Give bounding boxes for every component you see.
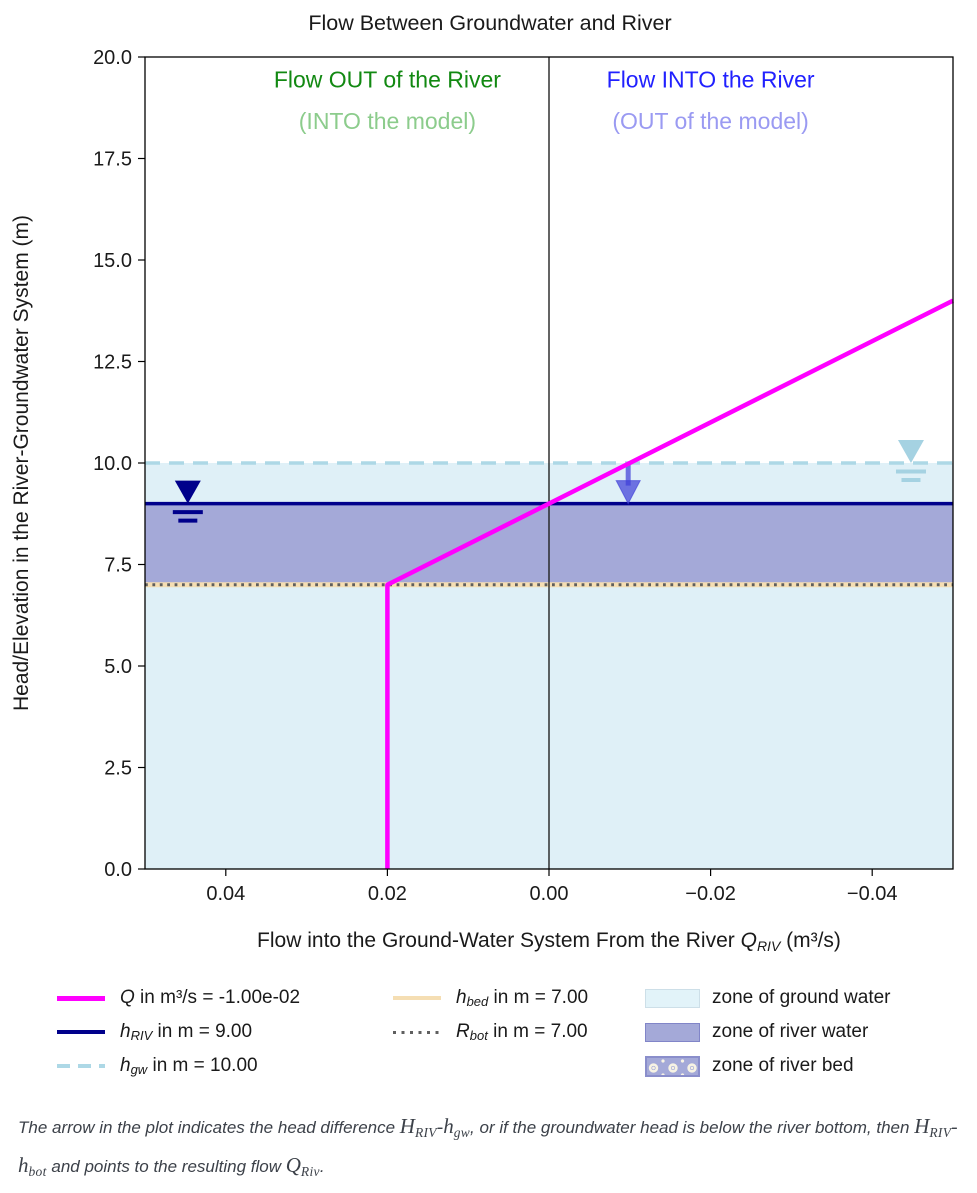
y-tick-label: 15.0: [93, 250, 132, 272]
caption-math: gw: [453, 1125, 471, 1140]
legend-item-hbed: hbed in m = 7.00: [393, 981, 588, 1015]
caption-math: Riv: [300, 1164, 320, 1179]
y-tick-label: 2.5: [104, 758, 132, 780]
caption-math: RIV: [414, 1125, 437, 1140]
y-tick-label: 17.5: [93, 149, 132, 171]
legend-var: h: [120, 1055, 131, 1076]
legend-label-hgw: hgw in m = 10.00: [120, 1055, 258, 1077]
head-difference-arrow-head: [615, 480, 642, 505]
q-in-m-s-1-00e-02-series: [385, 298, 955, 869]
x-tick-label: 0.02: [368, 883, 407, 905]
legend-sub: RIV: [130, 1028, 153, 1043]
legend-rest: in m = 7.00: [488, 987, 589, 1008]
legend-item-hgw: hgw in m = 10.00: [57, 1049, 300, 1083]
y-tick-label: 10.0: [93, 453, 132, 475]
legend-rest: in m = 10.00: [147, 1055, 258, 1076]
groundwater-head-marker-triangle: [897, 440, 924, 463]
legend-column-bed: hbed in m = 7.00 Rbot in m = 7.00: [393, 981, 588, 1049]
caption-text: , or if the groundwater head is below th…: [470, 1118, 915, 1137]
legend-item-zone-riverwater: zone of river water: [645, 1015, 891, 1049]
annotation-flow-out-of-the-river: Flow OUT of the River: [274, 66, 501, 92]
zone-groundwater-swatch: [645, 988, 700, 1008]
legend-item-rbot: Rbot in m = 7.00: [393, 1015, 588, 1049]
legend-item-zone-groundwater: zone of ground water: [645, 981, 891, 1015]
legend-label-zone-groundwater: zone of ground water: [712, 987, 891, 1008]
caption-text: .: [319, 1157, 325, 1176]
legend-item-hriv: hRIV in m = 9.00: [57, 1015, 300, 1049]
legend-column-lines: Q in m³/s = -1.00e-02 hRIV in m = 9.00 h…: [57, 981, 300, 1083]
legend-label-hbed: hbed in m = 7.00: [456, 987, 588, 1009]
caption-math: RIV: [929, 1125, 952, 1140]
chart-canvas: Flow OUT of the River (INTO the model) Flo…: [10, 11, 955, 954]
caption-math: H: [914, 1114, 930, 1138]
legend-rest: in m = 7.00: [487, 1021, 588, 1042]
caption-math: h: [443, 1114, 454, 1138]
legend-var: R: [456, 1021, 470, 1042]
legend-label-rbot: Rbot in m = 7.00: [456, 1021, 588, 1043]
legend-label-hriv: hRIV in m = 9.00: [120, 1021, 252, 1043]
hbed-line-swatch: [393, 996, 441, 1000]
x-tick-label: 0.00: [530, 883, 569, 905]
x-tick-label: −0.02: [685, 883, 736, 905]
caption-text: The arrow in the plot indicates the head…: [18, 1118, 400, 1137]
legend-sub: bed: [466, 994, 489, 1009]
figure-caption: The arrow in the plot indicates the head…: [18, 1108, 966, 1186]
y-axis-label: Head/Elevation in the River-Groundwater …: [10, 215, 33, 711]
legend-var: h: [456, 987, 467, 1008]
legend-column-zones: zone of ground water zone of river water…: [645, 981, 891, 1083]
x-axis-label: Flow into the Ground-Water System From t…: [257, 929, 841, 954]
y-tick-label: 7.5: [104, 555, 132, 577]
q-line-swatch: [57, 995, 105, 1001]
legend-rest: in m = 9.00: [152, 1021, 253, 1042]
caption-math: H: [399, 1114, 415, 1138]
zone-riverwater-swatch: [645, 1022, 700, 1042]
caption-math: h: [18, 1153, 29, 1177]
caption-math: Q: [285, 1153, 301, 1177]
legend-sub: gw: [130, 1062, 148, 1077]
hriv-line-swatch: [57, 1030, 105, 1034]
legend-label-q: Q in m³/s = -1.00e-02: [120, 987, 300, 1009]
caption-math: bot: [28, 1164, 47, 1179]
annotation-into-the-model: (INTO the model): [299, 108, 476, 134]
y-tick-label: 5.0: [104, 656, 132, 678]
caption-math: -: [436, 1117, 444, 1138]
x-tick-label: −0.04: [847, 883, 898, 905]
zone-riverbed-swatch: [645, 1055, 700, 1077]
y-tick-label: 0.0: [104, 859, 132, 881]
legend-rest: in m³/s = -1.00e-02: [134, 987, 301, 1008]
rbot-line-swatch: [393, 1030, 441, 1034]
chart-title: Flow Between Groundwater and River: [308, 11, 671, 35]
annotation-flow-into-the-river: Flow INTO the River: [607, 66, 815, 92]
legend-var: h: [120, 1021, 131, 1042]
river-head-marker-triangle: [174, 480, 201, 504]
hgw-line-swatch: [57, 1064, 105, 1068]
y-tick-label: 20.0: [93, 47, 132, 69]
caption-text: and points to the resulting flow: [46, 1157, 286, 1176]
annotation-out-of-the-model: (OUT of the model): [612, 108, 808, 134]
caption-math: -: [951, 1117, 958, 1138]
legend-item-zone-riverbed: zone of river bed: [645, 1049, 891, 1083]
legend-item-q: Q in m³/s = -1.00e-02: [57, 981, 300, 1015]
legend-label-zone-riverbed: zone of river bed: [712, 1055, 854, 1076]
x-tick-label: 0.04: [206, 883, 245, 905]
legend-var: Q: [120, 987, 135, 1008]
legend-label-zone-riverwater: zone of river water: [712, 1021, 869, 1042]
legend-sub: bot: [469, 1028, 488, 1043]
y-tick-label: 12.5: [93, 352, 132, 374]
